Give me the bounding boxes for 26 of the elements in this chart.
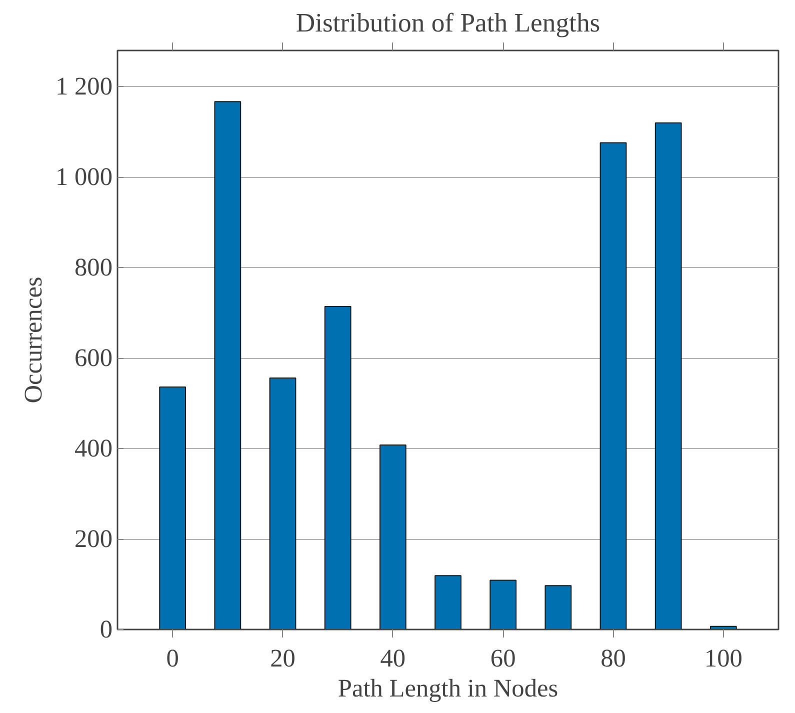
- y-tick-label: 0: [100, 616, 113, 644]
- chart-title: Distribution of Path Lengths: [296, 8, 600, 38]
- bar: [159, 386, 186, 630]
- x-tick-label: 20: [270, 644, 296, 672]
- y-tick-label: 1 000: [56, 163, 113, 192]
- bar: [544, 585, 572, 630]
- x-axis-title: Path Length in Nodes: [338, 674, 558, 702]
- x-tick-label: 0: [166, 644, 179, 672]
- x-tick-label: 60: [490, 644, 516, 672]
- y-tick-label: 800: [74, 254, 113, 282]
- y-axis-title: Occurrences: [20, 276, 48, 404]
- bar: [269, 377, 296, 630]
- x-tick-label: 100: [704, 644, 742, 672]
- y-tick-label: 200: [74, 525, 113, 554]
- y-tick-label: 400: [74, 434, 113, 463]
- bar: [490, 580, 517, 630]
- bar: [324, 306, 352, 630]
- bar: [379, 444, 406, 630]
- y-tick-label: 1 200: [56, 72, 113, 101]
- bar: [600, 142, 627, 630]
- x-tick-label: 40: [380, 644, 406, 672]
- bar: [434, 575, 462, 630]
- bar: [214, 101, 242, 630]
- bar: [654, 122, 682, 630]
- y-tick-label: 600: [74, 344, 113, 372]
- x-tick-label: 80: [600, 644, 626, 672]
